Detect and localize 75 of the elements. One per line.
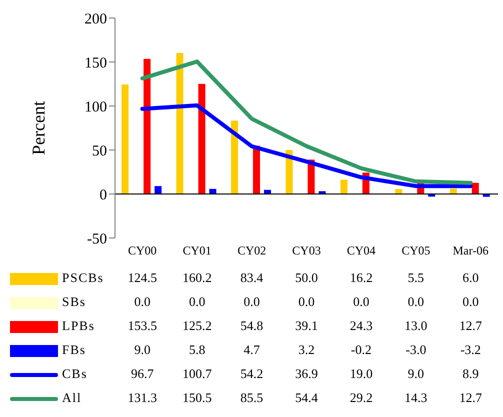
data-label: 153.5: [126, 318, 158, 334]
data-label: 0.0: [188, 294, 206, 310]
data-label: 36.9: [294, 366, 319, 382]
data-label: 0.0: [462, 294, 480, 310]
data-label: 96.7: [130, 366, 155, 382]
data-label: -0.2: [350, 342, 372, 358]
y-tick-label: 150: [84, 55, 107, 72]
x-tick-label: CY00: [128, 244, 157, 258]
x-tick-label: CY03: [292, 244, 321, 258]
data-label: 4.7: [242, 342, 261, 358]
x-tick-label: CY04: [346, 244, 376, 258]
data-label: 150.5: [181, 390, 213, 406]
legend-label: FBs: [62, 342, 86, 358]
data-label: -3.2: [459, 342, 482, 358]
data-label: 6.0: [462, 270, 480, 286]
x-tick-label: CY02: [237, 244, 266, 258]
bar: [395, 189, 402, 194]
data-label: 131.3: [126, 390, 158, 406]
data-label: 12.7: [458, 318, 484, 334]
x-tick-label: CY01: [182, 244, 212, 258]
data-label: 24.3: [348, 318, 374, 334]
data-label: 0.0: [352, 294, 370, 310]
data-label: 0.0: [406, 294, 426, 310]
y-tick-label: 0: [100, 187, 107, 204]
y-axis-title: Percent: [28, 101, 48, 155]
bar: [230, 120, 238, 194]
bar: [176, 53, 184, 194]
bar: [144, 58, 151, 194]
data-label: 85.5: [239, 390, 264, 406]
y-tick-label: 50: [92, 143, 107, 160]
y-tick-label: 100: [84, 99, 107, 116]
data-label: 54.4: [294, 390, 319, 406]
data-label: 124.5: [126, 270, 158, 286]
legend-label: SBs: [62, 294, 86, 310]
data-label: -3.0: [404, 342, 428, 358]
line-series: [140, 60, 473, 185]
data-label: 12.7: [458, 390, 484, 406]
data-label: 13.0: [404, 318, 428, 334]
data-label: 160.2: [181, 270, 213, 286]
data-label: 8.9: [462, 366, 480, 382]
legend-label: LPBs: [62, 318, 95, 334]
bar: [252, 146, 260, 194]
y-tick-label: -50: [87, 231, 107, 248]
data-label: 16.2: [348, 270, 374, 286]
data-label: 54.2: [239, 366, 264, 382]
legend-label: CBs: [62, 366, 88, 382]
data-label: 29.2: [348, 390, 374, 406]
line-series: [140, 103, 473, 188]
bar: [154, 186, 162, 194]
data-label: 0.0: [133, 294, 152, 310]
x-tick-label: CY05: [402, 244, 430, 258]
data-label: 19.0: [348, 366, 374, 382]
bar: [340, 180, 348, 194]
data-label: 9.0: [406, 366, 426, 382]
data-label: 5.8: [188, 342, 206, 358]
bar: [198, 84, 206, 194]
data-label: 54.8: [239, 318, 264, 334]
data-label: 0.0: [297, 294, 316, 310]
legend-label: All: [62, 390, 82, 406]
bar: [450, 188, 457, 194]
data-label: 83.4: [239, 270, 264, 286]
data-label: 125.2: [181, 318, 213, 334]
data-label: 50.0: [294, 270, 319, 286]
bar: [472, 182, 479, 194]
bar: [122, 84, 129, 194]
data-label: 0.0: [242, 294, 261, 310]
data-label: 100.7: [181, 366, 213, 382]
data-label: 3.2: [297, 342, 316, 358]
data-label: 9.0: [133, 342, 152, 358]
legend-label: PSCBs: [62, 270, 104, 286]
y-tick-label: 200: [84, 11, 107, 28]
data-label: 39.1: [294, 318, 319, 334]
data-label: 5.5: [406, 270, 426, 286]
x-tick-label: Mar-06: [452, 244, 489, 258]
data-label: 14.3: [404, 390, 428, 406]
